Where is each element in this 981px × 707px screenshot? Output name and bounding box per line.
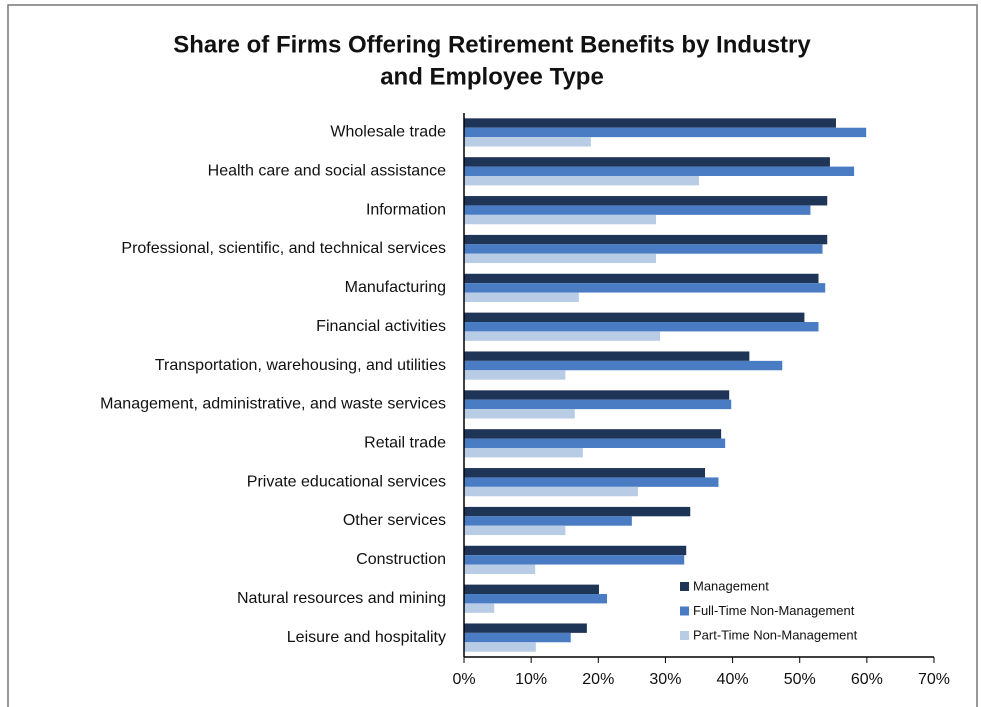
bar [464,312,805,323]
bar [464,564,536,574]
legend-swatch [680,582,689,591]
bar [464,545,687,556]
x-tick-label: 50% [784,671,816,688]
bar [464,642,536,652]
y-tick-label: Wholesale trade [330,124,446,141]
y-tick-label: Transportation, warehousing, and utiliti… [155,357,446,374]
legend-label: Management [693,578,769,593]
frame [7,4,978,707]
bar [464,127,867,138]
y-tick-label: Private educational services [247,473,446,490]
bar [464,555,685,565]
bar [464,351,750,361]
bar [464,429,722,439]
bar [464,244,823,254]
bar [464,322,819,332]
bar [464,283,826,293]
bar [464,118,836,128]
x-tick-label: 10% [515,671,547,688]
x-tick-label: 20% [582,671,614,688]
bar [464,525,566,536]
x-tick-label: 0% [452,671,475,688]
y-tick-label: Construction [356,551,446,568]
y-tick-label: Health care and social assistance [208,163,446,180]
bar [464,623,587,633]
bar [464,370,566,380]
bar [464,409,575,419]
bar [464,273,819,284]
bar [464,360,783,371]
y-tick-label: Natural resources and mining [237,590,446,607]
bar [464,214,657,225]
bar [464,399,732,410]
legend-swatch [680,631,689,640]
bar [464,205,811,215]
bar [464,234,828,245]
chart-title-line-2: and Employee Type [380,63,604,90]
chart-title-line-1: Share of Firms Offering Retirement Benef… [173,31,811,58]
bar [464,253,657,264]
bar [464,292,579,302]
bar [464,477,719,487]
legend-label: Full-Time Non-Management [693,603,855,618]
x-tick-label: 40% [717,671,749,688]
x-tick-label: 30% [649,671,681,688]
bar [464,166,855,176]
bar [464,390,730,400]
bar [464,584,599,595]
y-tick-label: Financial activities [316,318,446,335]
bar [464,516,632,526]
bar [464,594,608,604]
legend-label: Part-Time Non-Management [693,627,858,642]
bar [464,506,691,517]
y-tick-label: Manufacturing [345,279,446,296]
legend-swatch [680,606,689,616]
bar [464,632,571,643]
bar [464,486,638,497]
bar [464,447,583,458]
bar [464,603,495,613]
y-tick-label: Management, administrative, and waste se… [100,396,446,413]
bar [464,331,661,341]
y-tick-label: Information [366,201,446,218]
bar [464,438,726,448]
y-tick-label: Professional, scientific, and technical … [121,240,446,257]
y-tick-label: Retail trade [364,435,446,452]
bar [464,157,830,167]
x-tick-label: 70% [918,671,950,688]
x-tick-label: 60% [851,671,883,688]
bar [464,175,699,186]
y-tick-label: Leisure and hospitality [287,629,446,646]
y-tick-label: Other services [343,512,446,529]
bar [464,137,591,147]
bar [464,196,828,206]
bar [464,468,706,478]
